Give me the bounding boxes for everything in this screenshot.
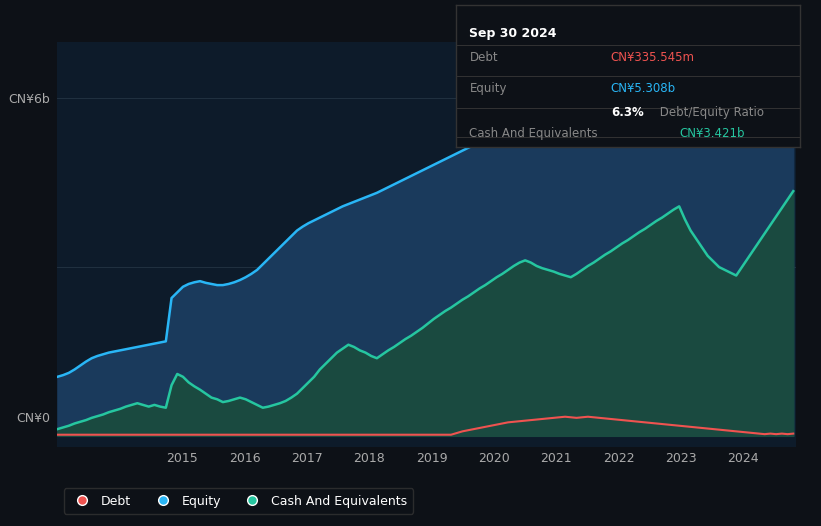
Text: Debt: Debt (470, 52, 498, 64)
Text: CN¥6b: CN¥6b (8, 94, 50, 106)
Text: 6.3%: 6.3% (611, 106, 644, 119)
Text: Equity: Equity (470, 82, 507, 95)
Text: Cash And Equivalents: Cash And Equivalents (470, 127, 598, 139)
Text: CN¥3.421b: CN¥3.421b (680, 127, 745, 139)
Text: Sep 30 2024: Sep 30 2024 (470, 26, 557, 39)
Legend: Debt, Equity, Cash And Equivalents: Debt, Equity, Cash And Equivalents (64, 488, 413, 514)
Text: CN¥0: CN¥0 (16, 412, 50, 425)
Text: CN¥5.308b: CN¥5.308b (611, 82, 676, 95)
Text: CN¥335.545m: CN¥335.545m (611, 52, 695, 64)
Text: Debt/Equity Ratio: Debt/Equity Ratio (656, 106, 764, 119)
